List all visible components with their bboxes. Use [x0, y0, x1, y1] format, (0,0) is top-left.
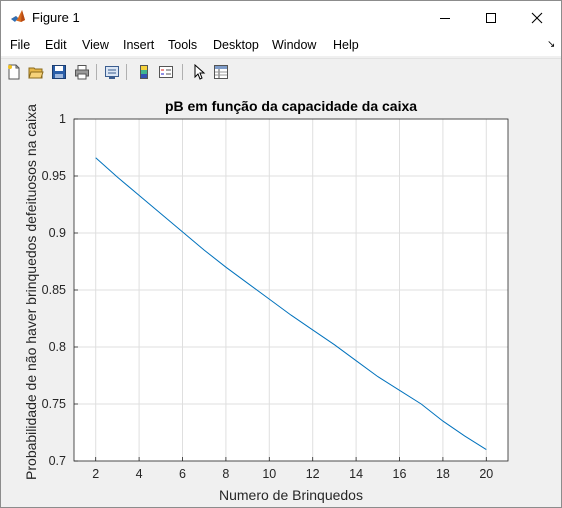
property-inspector-button[interactable] — [211, 62, 231, 82]
menu-insert[interactable]: Insert — [123, 38, 155, 52]
chart-title: pB em função da capacidade da caixa — [165, 98, 417, 114]
x-tick-label: 4 — [136, 467, 143, 481]
maximize-button[interactable] — [468, 1, 514, 34]
save-icon — [52, 65, 66, 79]
menu-edit[interactable]: Edit — [45, 38, 67, 52]
new-figure-icon — [8, 64, 20, 80]
y-axis-label: Probabilidade de não haver brinquedos de… — [23, 104, 39, 480]
insert-legend-button[interactable] — [156, 62, 176, 82]
y-tick-label: 0.8 — [49, 340, 66, 354]
print-icon — [75, 65, 89, 80]
dock-arrow-icon[interactable]: ↘ — [547, 39, 556, 50]
menu-tools[interactable]: Tools — [168, 38, 198, 52]
matlab-icon — [10, 9, 26, 25]
link-plot-button[interactable] — [102, 62, 122, 82]
open-file-icon — [28, 67, 44, 79]
edit-plot-button[interactable] — [189, 62, 209, 82]
insert-colorbar-button[interactable] — [134, 62, 154, 82]
window-title: Figure 1 — [32, 10, 80, 25]
link-plot-icon — [105, 66, 119, 79]
close-icon — [531, 12, 543, 23]
figure-canvas[interactable]: 2 4 6 8 10 12 14 16 18 20 0.7 0.75 0.8 0.85 0.9 0.95 1 pB… — [1, 85, 561, 507]
x-axis-label: Numero de Brinquedos — [219, 487, 363, 503]
y-tick-label: 1 — [59, 112, 66, 126]
line-chart: 2 4 6 8 10 12 14 16 18 20 0.7 0.75 0.8 0.85 0.9 0.95 1 pB… — [23, 98, 509, 503]
menu-bar: File Edit View Insert Tools Desktop Wind… — [1, 34, 561, 56]
toolbar-separator — [126, 64, 127, 80]
x-tick-label: 8 — [222, 467, 229, 481]
property-inspector-icon — [214, 65, 228, 79]
x-tick-label: 2 — [92, 467, 99, 481]
figure-toolbar — [1, 58, 561, 86]
toolbar-separator — [182, 64, 183, 80]
y-tick-label: 0.85 — [42, 283, 66, 297]
edit-plot-icon — [194, 64, 206, 80]
menu-window[interactable]: Window — [272, 38, 317, 52]
close-button[interactable] — [514, 1, 560, 34]
y-tick-label: 0.7 — [49, 454, 66, 468]
minimize-icon — [440, 17, 450, 19]
x-tick-label: 12 — [306, 467, 320, 481]
insert-legend-icon — [159, 66, 173, 78]
title-bar[interactable]: Figure 1 — [1, 1, 561, 34]
maximize-icon — [486, 12, 496, 23]
minimize-button[interactable] — [422, 1, 468, 34]
data-series-line[interactable] — [95, 157, 487, 451]
save-button[interactable] — [49, 62, 69, 82]
toolbar-separator — [96, 64, 97, 80]
y-tick-label: 0.9 — [49, 226, 66, 240]
menu-view[interactable]: View — [82, 38, 109, 52]
x-tick-label: 20 — [479, 467, 493, 481]
new-figure-button[interactable] — [4, 62, 24, 82]
menu-help[interactable]: Help — [333, 38, 359, 52]
y-tick-label: 0.95 — [42, 169, 66, 183]
y-tick-label: 0.75 — [42, 397, 66, 411]
x-tick-label: 10 — [262, 467, 276, 481]
x-tick-label: 18 — [436, 467, 450, 481]
print-button[interactable] — [72, 62, 92, 82]
insert-colorbar-icon — [140, 65, 148, 79]
x-tick-label: 6 — [179, 467, 186, 481]
menu-file[interactable]: File — [10, 38, 31, 52]
menu-desktop[interactable]: Desktop — [213, 38, 259, 52]
x-tick-label: 14 — [349, 467, 363, 481]
open-file-button[interactable] — [26, 62, 46, 82]
x-tick-label: 16 — [393, 467, 407, 481]
